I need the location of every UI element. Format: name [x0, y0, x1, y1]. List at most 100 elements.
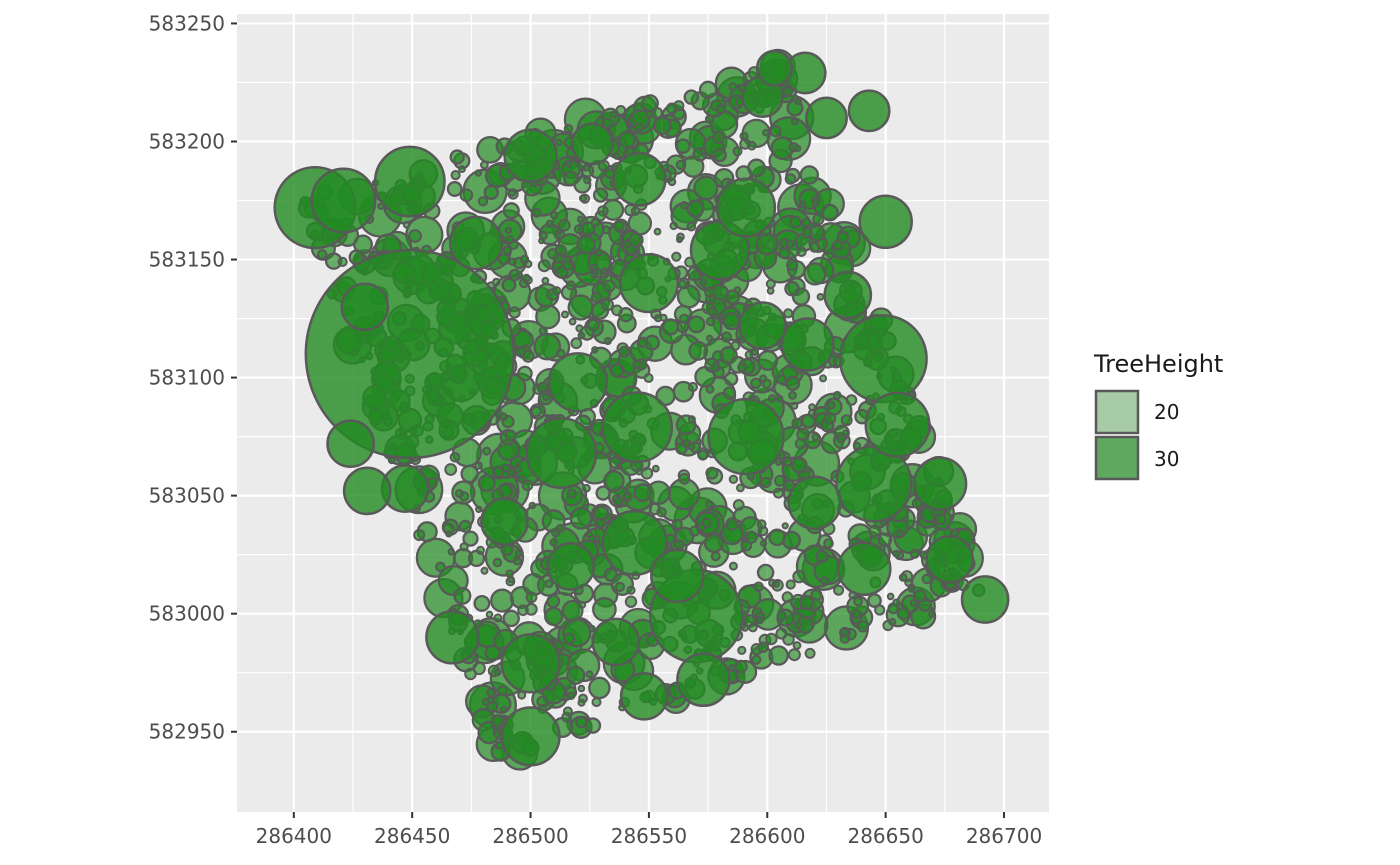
tree-point: [772, 487, 784, 499]
tree-point: [538, 237, 546, 245]
tree-point: [776, 610, 787, 622]
tree-point: [613, 152, 621, 160]
x-tick-label: 286450: [374, 824, 450, 848]
tree-point: [601, 225, 611, 235]
x-tick-label: 286600: [729, 824, 805, 848]
tree-point: [537, 381, 549, 393]
tree-point-large: [864, 391, 931, 458]
tree-point: [600, 267, 609, 276]
tree-point: [687, 415, 696, 424]
tree-point: [790, 401, 799, 410]
tree-point: [558, 218, 571, 232]
tree-point: [898, 573, 908, 582]
tree-point: [804, 465, 812, 473]
tree-point: [675, 138, 691, 154]
tree-point: [590, 264, 598, 272]
tree-point: [785, 239, 795, 249]
tree-point: [563, 124, 574, 134]
tree-point: [794, 437, 807, 450]
tree-point: [728, 664, 736, 672]
tree-point: [673, 100, 685, 112]
tree-point: [583, 175, 592, 185]
tree-point: [449, 452, 461, 463]
tree-point: [851, 609, 862, 620]
tree-point-large: [925, 535, 974, 584]
y-tick-label: 583150: [149, 248, 225, 272]
tree-point: [755, 616, 765, 625]
tree-point: [712, 130, 725, 144]
tree-point: [584, 717, 602, 734]
tree-point: [724, 371, 739, 387]
tree-point: [507, 575, 515, 584]
tree-point: [633, 483, 653, 503]
tree-point: [661, 318, 680, 336]
tree-point: [756, 563, 775, 582]
tree-point: [768, 645, 789, 666]
tree-point: [765, 632, 778, 646]
tree-point: [573, 224, 584, 235]
tree-point: [480, 566, 489, 575]
tree-point: [803, 262, 827, 286]
tree-point: [577, 331, 586, 340]
tree-point: [500, 705, 508, 714]
tree-point-large: [837, 541, 892, 597]
tree-point: [413, 529, 426, 541]
tree-point: [792, 641, 802, 650]
tree-point: [562, 260, 573, 271]
tree-point: [601, 117, 613, 130]
tree-point: [496, 685, 508, 697]
tree-point: [618, 345, 631, 358]
tree-point: [337, 256, 348, 267]
tree-point: [555, 138, 563, 147]
tree-point: [686, 441, 696, 451]
tree-point: [521, 479, 534, 492]
tree-point-large: [310, 167, 377, 234]
tree-point: [512, 556, 522, 566]
tree-point: [517, 604, 529, 617]
y-tick-label: 583050: [149, 484, 225, 508]
tree-point: [435, 561, 446, 573]
tree-point: [545, 219, 554, 228]
tree-point: [913, 589, 927, 603]
tree-point: [826, 400, 836, 410]
tree-point: [567, 691, 576, 700]
tree-point: [590, 218, 600, 228]
tree-point: [569, 506, 593, 530]
tree-point: [590, 291, 603, 303]
tree-point: [615, 105, 627, 116]
tree-point: [502, 609, 520, 628]
legend-key-30: [1094, 435, 1140, 481]
tree-point: [772, 580, 781, 588]
tree-point: [819, 374, 828, 383]
tree-point: [715, 104, 727, 115]
tree-point: [484, 644, 502, 662]
x-tick-label: 286500: [492, 824, 568, 848]
tree-point: [513, 465, 522, 474]
tree-point: [810, 588, 823, 602]
tree-point: [445, 530, 453, 538]
tree-point: [671, 251, 682, 262]
tree-point: [750, 347, 759, 356]
tree-point: [755, 232, 779, 256]
tree-point: [542, 392, 551, 402]
tree-point: [667, 177, 677, 187]
tree-point: [595, 517, 606, 529]
tree-point-large: [618, 252, 680, 314]
tree-point-large: [619, 671, 669, 721]
tree-point: [408, 229, 423, 243]
tree-point: [611, 304, 623, 317]
tree-point: [502, 245, 513, 256]
tree-point: [492, 557, 503, 568]
tree-point: [705, 500, 714, 509]
tree-point: [651, 464, 660, 473]
tree-point: [565, 160, 573, 168]
tree-point: [853, 441, 862, 450]
tree-point: [566, 665, 586, 685]
tree-point: [483, 184, 499, 201]
tree-point: [475, 505, 483, 513]
tree-point-large: [373, 145, 446, 218]
tree-point: [699, 278, 708, 287]
tree-point: [820, 576, 829, 586]
tree-point: [766, 287, 775, 295]
tree-point: [650, 106, 664, 120]
